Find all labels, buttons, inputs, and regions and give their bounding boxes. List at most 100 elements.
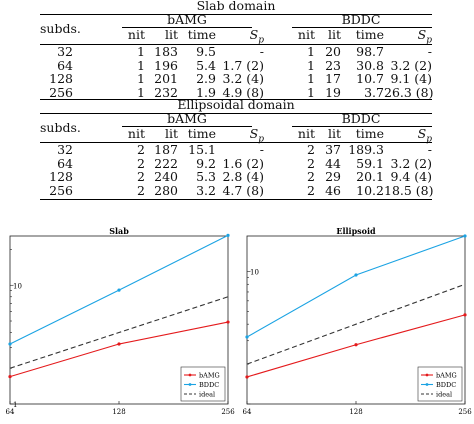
col-header-time-b: time <box>355 27 384 42</box>
table-cell-a-nit: 2 <box>137 142 145 157</box>
table-cell-a-lit: 196 <box>154 57 178 73</box>
table-cell-a-nit: 1 <box>137 44 145 59</box>
table-cell-b-lit: 44 <box>325 155 341 171</box>
series-line-ideal <box>9 296 229 369</box>
col-header-subds: subds. <box>40 21 81 36</box>
table-cell-a-sp: 1.7 (2) <box>222 57 264 73</box>
legend-marker-bamg <box>425 373 429 377</box>
table-cell-a-sp: - <box>259 44 264 59</box>
table-cell-b-sp: 18.5 (8) <box>384 182 434 198</box>
table-cell-b-sp: 3.2 (2) <box>390 57 432 73</box>
group-header-bamg: bAMG <box>167 12 207 27</box>
series-line-ideal <box>246 283 466 365</box>
x-tick-label: 256 <box>221 408 235 416</box>
table-cell-b-time: 10.7 <box>356 71 384 87</box>
top-rule-ellipsoid <box>40 113 432 114</box>
group-rule-bddc-2 <box>292 126 432 127</box>
col-header-time: time <box>187 27 216 42</box>
col-header-subds-2: subds. <box>40 120 81 135</box>
table-cell-subds: 256 <box>49 182 73 198</box>
table-cell-b-time: 10.2 <box>356 182 384 198</box>
data-point-bddc <box>226 233 230 238</box>
x-tick-label: 64 <box>243 408 252 416</box>
chart-title: Ellipsoid <box>336 226 376 236</box>
legend-label: BDDC <box>199 381 219 389</box>
col-header-sp-b-2: Sp <box>417 126 432 145</box>
legend-label: bAMG <box>436 372 457 380</box>
table-cell-a-nit: 2 <box>137 169 145 185</box>
mid-rule-ellipsoid <box>40 142 432 143</box>
table-cell-b-lit: 19 <box>325 84 341 100</box>
col-header-nit-b-2: nit <box>297 126 315 141</box>
table-cell-b-nit: 2 <box>307 142 315 157</box>
table-cell-b-lit: 23 <box>325 57 341 73</box>
table-cell-b-nit: 1 <box>307 71 315 87</box>
table-cell-b-nit: 1 <box>307 44 315 59</box>
table-cell-a-time: 9.5 <box>196 44 216 59</box>
mid-rule-slab <box>40 44 432 45</box>
col-header-nit: nit <box>127 27 145 42</box>
x-tick-label: 128 <box>349 408 362 416</box>
top-rule <box>40 14 432 15</box>
data-point-bamg <box>354 343 358 347</box>
table-cell-subds: 128 <box>49 169 73 185</box>
table-cell-a-sp: 3.2 (4) <box>222 71 264 87</box>
group-rule-bamg-2 <box>122 126 252 127</box>
col-header-time-b-2: time <box>355 126 384 141</box>
series-line-bddc <box>246 235 466 338</box>
table-cell-a-lit: 183 <box>154 44 178 59</box>
table-cell-a-sp: 1.6 (2) <box>222 155 264 171</box>
table-cell-b-sp: - <box>427 44 432 59</box>
table-cell-a-nit: 1 <box>137 84 145 100</box>
legend-label: bAMG <box>199 372 220 380</box>
x-tick-label: 256 <box>458 408 472 416</box>
table-cell-a-nit: 1 <box>137 57 145 73</box>
data-point-bamg <box>245 375 249 379</box>
table-cell-b-sp: - <box>427 142 432 157</box>
y-tick-label: 10 <box>250 268 259 276</box>
table-cell-b-sp: 9.1 (4) <box>390 71 432 87</box>
y-tick-label: 10 <box>13 282 22 290</box>
table-cell-b-time: 98.7 <box>356 44 384 59</box>
table-cell-a-time: 15.1 <box>188 142 216 157</box>
chart-title: Slab <box>109 226 129 236</box>
x-tick-label: 64 <box>6 408 15 416</box>
table-cell-b-nit: 2 <box>307 182 315 198</box>
data-point-bamg <box>8 375 12 379</box>
col-header-nit-2: nit <box>127 126 145 141</box>
table-cell-subds: 32 <box>57 142 73 157</box>
results-table: Slab domain subds. bAMG BDDC nit lit tim… <box>40 0 434 200</box>
table-cell-b-nit: 2 <box>307 155 315 171</box>
table-cell-b-time: 30.8 <box>356 57 384 73</box>
table-cell-a-time: 9.2 <box>196 155 216 171</box>
table-cell-b-sp: 3.2 (2) <box>390 155 432 171</box>
data-point-bddc <box>8 342 12 346</box>
table-cell-a-time: 1.9 <box>196 84 216 100</box>
legend-marker-bddc <box>188 383 192 386</box>
table-cell-b-lit: 20 <box>325 44 341 59</box>
y-tick-label: 1 <box>13 401 17 409</box>
legend-marker-bddc <box>425 383 429 386</box>
table-cell-b-sp: 26.3 (8) <box>384 84 434 100</box>
group-header-bddc-2: BDDC <box>341 111 381 126</box>
bottom-rule-slab <box>40 99 432 100</box>
table-cell-a-sp: 4.7 (8) <box>222 182 264 198</box>
col-header-lit-b: lit <box>327 27 341 42</box>
data-point-bddc <box>354 273 358 277</box>
legend-label: ideal <box>436 391 452 399</box>
data-point-bddc <box>245 335 249 339</box>
bottom-rule-ellipsoid <box>40 199 432 200</box>
group-header-bddc: BDDC <box>341 12 381 27</box>
table-cell-subds: 128 <box>49 71 73 87</box>
legend-label: ideal <box>199 391 215 399</box>
table-cell-b-lit: 37 <box>325 142 341 157</box>
table-cell-b-lit: 17 <box>325 71 341 87</box>
table-cell-a-sp: 2.8 (4) <box>222 169 264 185</box>
table-cell-b-lit: 29 <box>325 169 341 185</box>
table-cell-a-time: 5.3 <box>196 169 216 185</box>
table-cell-a-sp: - <box>259 142 264 157</box>
data-point-bamg <box>117 342 121 346</box>
col-header-lit-b-2: lit <box>327 126 341 141</box>
group-rule-bddc <box>292 27 432 28</box>
